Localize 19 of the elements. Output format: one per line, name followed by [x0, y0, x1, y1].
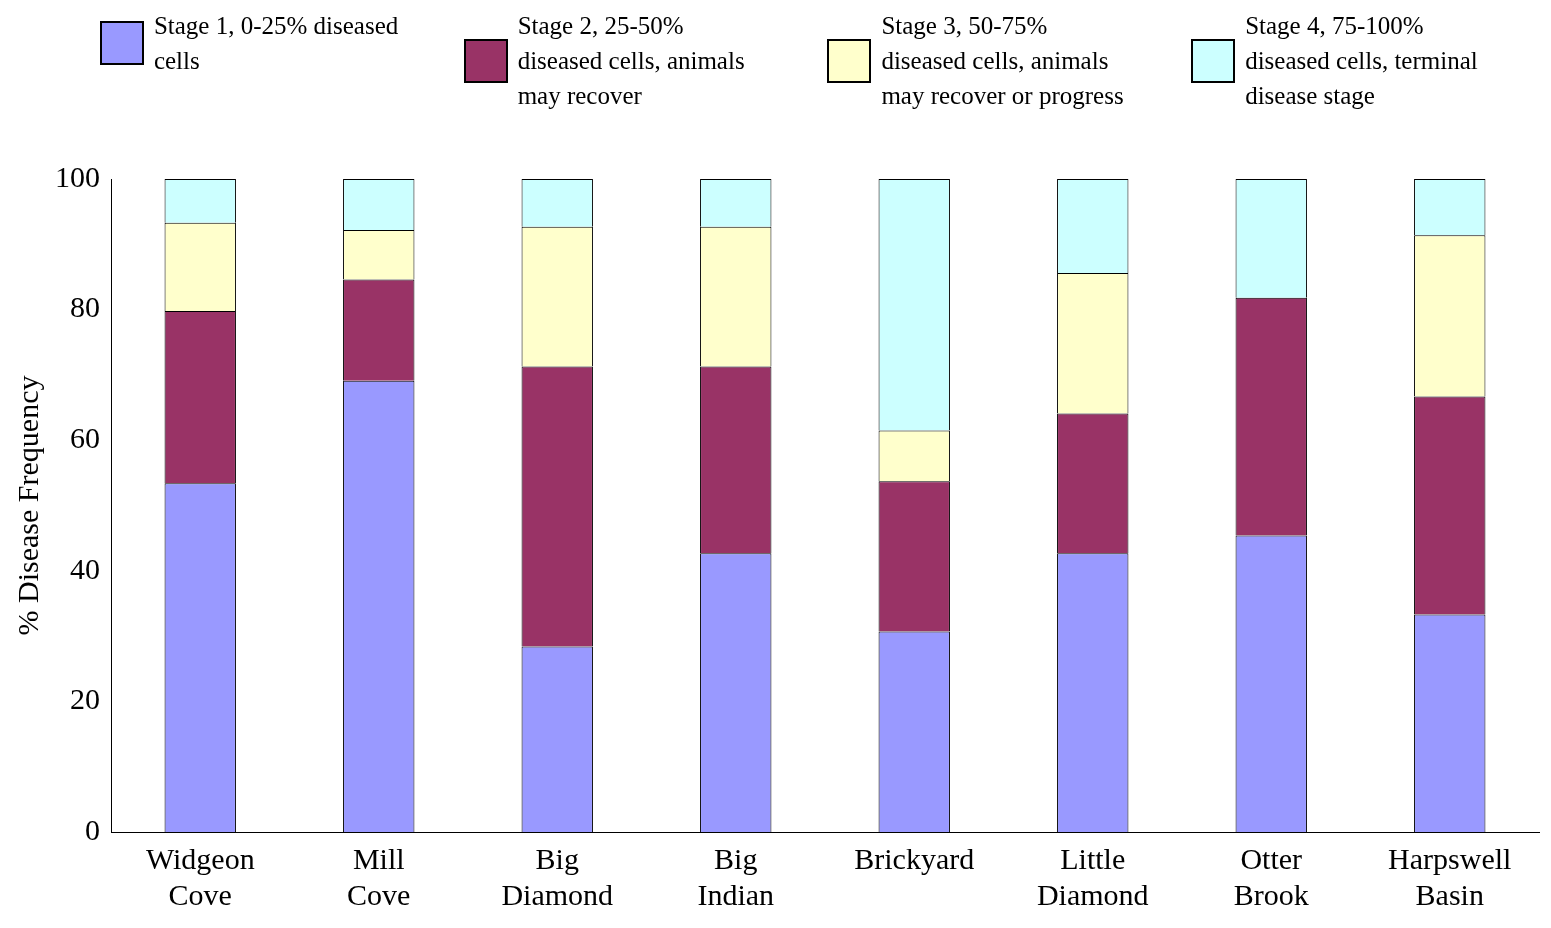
x-tick-label: Little Diamond	[1036, 841, 1149, 911]
y-tick-label: 20	[70, 682, 100, 716]
y-tick-label: 80	[70, 290, 100, 324]
legend-label: Stage 4, 75-100% diseased cells, terminal disease stage	[1245, 11, 1479, 111]
x-tick-label: Mill Cove	[347, 841, 411, 911]
y-axis-title: % Disease Frequency	[10, 375, 44, 636]
x-tick-label: Big Indian	[697, 841, 775, 911]
x-tick-label: Widgeon Cove	[145, 841, 255, 911]
x-tick-label: Harpswell Basin	[1388, 841, 1512, 911]
y-tick-label: 60	[70, 421, 100, 455]
legend-label: Stage 3, 50-75% diseased cells, animals may recover or progress	[881, 11, 1125, 111]
y-tick-label: 0	[85, 812, 100, 846]
x-tick-label: Brickyard	[854, 841, 975, 875]
y-tick-label: 40	[70, 551, 100, 585]
legend-label: Stage 2, 25-50% diseased cells, animals may recover	[517, 11, 746, 111]
y-tick-label: 100	[55, 159, 100, 193]
x-tick-label: Big Diamond	[501, 841, 614, 911]
x-tick-label: Otter Brook	[1233, 841, 1309, 911]
legend-label: Stage 1, 0-25% diseased cells	[153, 11, 400, 76]
